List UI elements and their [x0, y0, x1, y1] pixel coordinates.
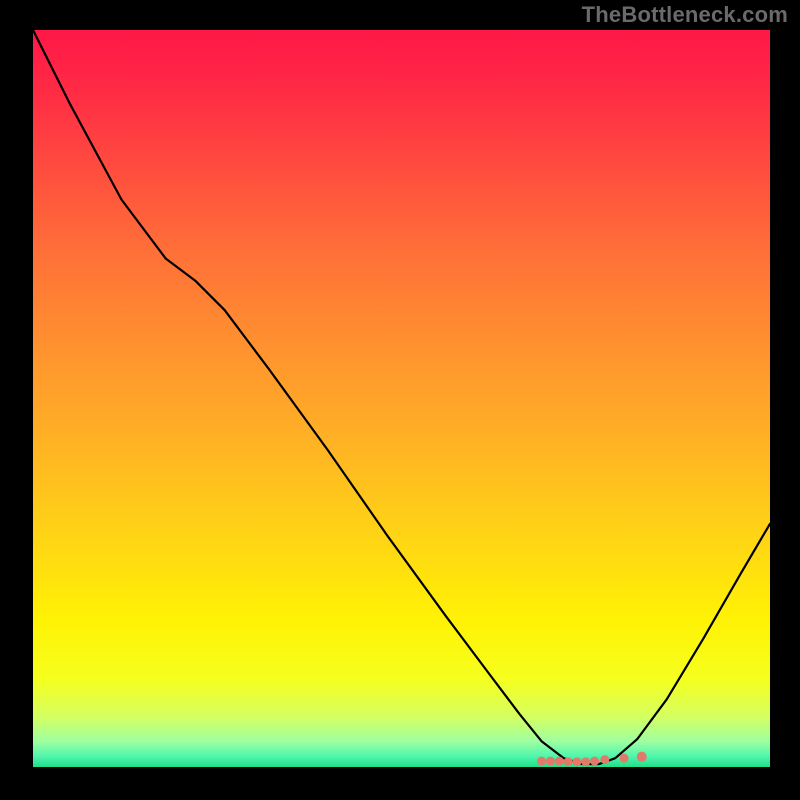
page-container: TheBottleneck.com: [0, 0, 800, 800]
marker-dot: [555, 757, 564, 766]
marker-dot: [590, 757, 599, 766]
marker-dot: [564, 757, 573, 766]
plot-background: [33, 30, 770, 767]
marker-dot: [537, 757, 546, 766]
marker-dot: [546, 757, 555, 766]
marker-dot: [637, 752, 647, 762]
marker-dot: [620, 754, 629, 763]
marker-dot: [600, 755, 609, 764]
attribution-watermark: TheBottleneck.com: [582, 2, 788, 28]
marker-dot: [581, 757, 590, 766]
marker-dot: [572, 757, 581, 766]
bottleneck-chart: [33, 30, 770, 767]
